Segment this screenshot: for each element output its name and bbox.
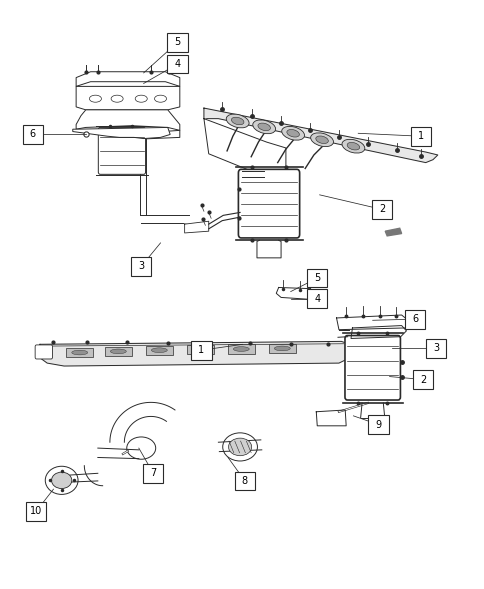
FancyBboxPatch shape [238,170,299,238]
Polygon shape [76,87,180,110]
Ellipse shape [347,143,359,150]
Ellipse shape [45,466,78,494]
Ellipse shape [72,350,88,355]
Polygon shape [350,326,406,339]
FancyBboxPatch shape [371,200,392,219]
Bar [105,347,131,356]
Polygon shape [218,440,261,452]
Text: 2: 2 [378,204,385,214]
Bar [227,345,254,354]
Polygon shape [76,72,180,87]
FancyBboxPatch shape [35,345,52,359]
Bar [146,346,172,355]
Ellipse shape [231,117,243,125]
FancyBboxPatch shape [306,269,327,287]
Ellipse shape [341,140,364,153]
FancyBboxPatch shape [191,341,211,359]
Polygon shape [110,402,175,442]
FancyBboxPatch shape [23,125,43,144]
Ellipse shape [274,346,289,351]
Text: 5: 5 [174,38,180,48]
Text: 9: 9 [375,419,381,429]
Text: 6: 6 [30,130,36,140]
Text: 1: 1 [417,131,423,141]
FancyBboxPatch shape [98,127,145,174]
Text: 2: 2 [419,375,425,385]
Polygon shape [360,403,384,418]
FancyBboxPatch shape [167,55,187,74]
Polygon shape [73,127,170,138]
Text: 3: 3 [432,343,439,353]
FancyBboxPatch shape [344,336,400,400]
FancyBboxPatch shape [412,370,433,389]
Polygon shape [138,130,180,139]
Text: 4: 4 [174,59,180,69]
Polygon shape [203,118,285,177]
Text: 5: 5 [314,273,320,283]
Polygon shape [257,240,281,258]
Polygon shape [384,229,401,236]
FancyBboxPatch shape [167,33,187,52]
Text: 10: 10 [30,507,42,517]
FancyBboxPatch shape [143,464,163,482]
Ellipse shape [51,472,72,488]
FancyBboxPatch shape [425,339,446,358]
Polygon shape [337,330,348,337]
Ellipse shape [281,127,304,140]
Bar [187,345,213,355]
Text: 6: 6 [411,314,417,324]
Polygon shape [242,171,264,177]
Text: 1: 1 [198,345,204,355]
Ellipse shape [233,347,249,352]
Ellipse shape [222,433,257,461]
Ellipse shape [228,438,251,456]
Polygon shape [336,315,408,330]
FancyBboxPatch shape [131,257,151,276]
Polygon shape [70,474,98,482]
Ellipse shape [310,133,333,147]
Polygon shape [141,216,189,223]
Bar [269,344,295,353]
Polygon shape [40,342,353,366]
Polygon shape [98,448,138,459]
Text: 4: 4 [314,293,319,303]
Polygon shape [184,221,208,233]
FancyBboxPatch shape [410,127,430,145]
Text: 3: 3 [138,262,144,272]
Bar [66,348,93,357]
FancyBboxPatch shape [404,310,424,329]
FancyBboxPatch shape [306,289,327,308]
Ellipse shape [257,123,270,131]
Text: 8: 8 [242,476,247,486]
Ellipse shape [192,348,208,352]
Polygon shape [76,110,180,130]
Polygon shape [316,410,346,426]
Text: 7: 7 [150,468,156,478]
Polygon shape [276,287,314,299]
Ellipse shape [110,349,126,354]
FancyBboxPatch shape [368,415,388,434]
Ellipse shape [252,120,275,134]
Ellipse shape [226,114,249,128]
FancyBboxPatch shape [26,502,46,521]
Ellipse shape [315,136,328,144]
Polygon shape [203,108,437,163]
Polygon shape [139,137,146,216]
FancyBboxPatch shape [234,472,255,490]
Ellipse shape [151,348,167,353]
Ellipse shape [286,130,299,137]
